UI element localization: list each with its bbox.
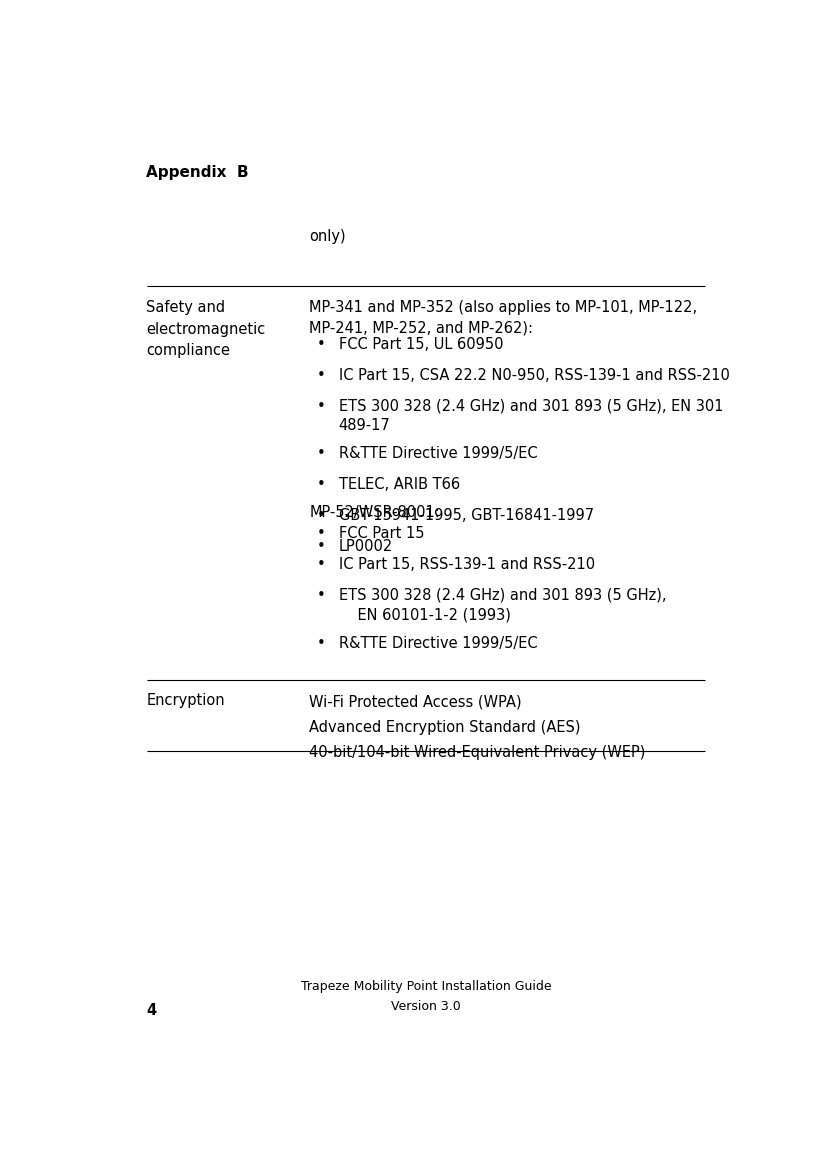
Text: IC Part 15, CSA 22.2 N0-950, RSS-139-1 and RSS-210: IC Part 15, CSA 22.2 N0-950, RSS-139-1 a… xyxy=(339,367,730,382)
Text: Advanced Encryption Standard (AES): Advanced Encryption Standard (AES) xyxy=(309,720,581,735)
Text: Trapeze Mobility Point Installation Guide: Trapeze Mobility Point Installation Guid… xyxy=(301,981,551,993)
Text: •: • xyxy=(317,399,326,414)
Text: •: • xyxy=(317,367,326,382)
Text: IC Part 15, RSS-139-1 and RSS-210: IC Part 15, RSS-139-1 and RSS-210 xyxy=(339,557,595,573)
Text: only): only) xyxy=(309,229,346,245)
Text: •: • xyxy=(317,588,326,603)
Text: FCC Part 15, UL 60950: FCC Part 15, UL 60950 xyxy=(339,337,504,352)
Text: •: • xyxy=(317,446,326,461)
Text: Wi-Fi Protected Access (WPA): Wi-Fi Protected Access (WPA) xyxy=(309,694,522,709)
Text: •: • xyxy=(317,526,326,541)
Text: •: • xyxy=(317,539,326,554)
Text: MP-52/WSR-8001:: MP-52/WSR-8001: xyxy=(309,505,440,520)
Text: ETS 300 328 (2.4 GHz) and 301 893 (5 GHz),
    EN 60101-1-2 (1993): ETS 300 328 (2.4 GHz) and 301 893 (5 GHz… xyxy=(339,588,666,622)
Text: MP-341 and MP-352 (also applies to MP-101, MP-122,
MP-241, MP-252, and MP-262):: MP-341 and MP-352 (also applies to MP-10… xyxy=(309,300,697,335)
Text: GBT-15941-1995, GBT-16841-1997: GBT-15941-1995, GBT-16841-1997 xyxy=(339,508,594,523)
Text: LP0002: LP0002 xyxy=(339,539,393,554)
Text: R&TTE Directive 1999/5/EC: R&TTE Directive 1999/5/EC xyxy=(339,446,538,461)
Text: •: • xyxy=(317,337,326,352)
Text: 4: 4 xyxy=(146,1003,156,1018)
Text: •: • xyxy=(317,508,326,523)
Text: •: • xyxy=(317,557,326,573)
Text: •: • xyxy=(317,478,326,493)
Text: Safety and
electromagnetic
compliance: Safety and electromagnetic compliance xyxy=(146,300,266,358)
Text: Version 3.0: Version 3.0 xyxy=(391,1000,460,1013)
Text: ETS 300 328 (2.4 GHz) and 301 893 (5 GHz), EN 301
489-17: ETS 300 328 (2.4 GHz) and 301 893 (5 GHz… xyxy=(339,399,723,432)
Text: 40-bit/104-bit Wired-Equivalent Privacy (WEP): 40-bit/104-bit Wired-Equivalent Privacy … xyxy=(309,745,646,760)
Text: Appendix  B: Appendix B xyxy=(146,166,249,181)
Text: FCC Part 15: FCC Part 15 xyxy=(339,526,424,541)
Text: R&TTE Directive 1999/5/EC: R&TTE Directive 1999/5/EC xyxy=(339,636,538,650)
Text: Encryption: Encryption xyxy=(146,693,225,708)
Text: •: • xyxy=(317,636,326,650)
Text: TELEC, ARIB T66: TELEC, ARIB T66 xyxy=(339,478,460,493)
